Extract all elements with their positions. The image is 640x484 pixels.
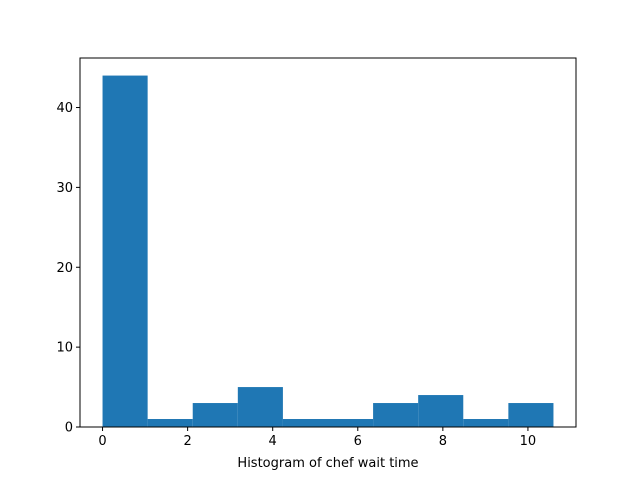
- x-tick-label: 6: [354, 434, 362, 449]
- histogram-bar-2: [192, 403, 238, 427]
- histogram-bar-6: [373, 403, 419, 427]
- histogram-bar-9: [508, 403, 554, 427]
- y-tick-label: 20: [56, 261, 73, 276]
- ticks-layer: 0 2 4 6 8 10 0 10 20 30 40: [56, 101, 536, 449]
- bars-layer: [102, 75, 554, 428]
- x-tick-label: 0: [98, 434, 106, 449]
- x-axis-label: Histogram of chef wait time: [237, 456, 418, 471]
- x-tick-label: 8: [439, 434, 447, 449]
- y-tick-label: 40: [56, 101, 73, 116]
- histogram-bar-1: [147, 419, 193, 427]
- x-tick-label: 4: [269, 434, 277, 449]
- histogram-bar-5: [328, 419, 374, 427]
- histogram-bar-4: [282, 419, 328, 427]
- y-tick-label: 0: [65, 421, 73, 436]
- y-tick-label: 30: [56, 181, 73, 196]
- plot-area-frame: [79, 57, 577, 428]
- histogram-bar-0: [102, 75, 148, 428]
- histogram-bar-3: [237, 387, 283, 427]
- histogram-bar-8: [463, 419, 509, 427]
- histogram-bar-7: [418, 395, 464, 427]
- y-tick-label: 10: [56, 341, 73, 356]
- x-tick-label: 10: [520, 434, 537, 449]
- x-tick-label: 2: [183, 434, 191, 449]
